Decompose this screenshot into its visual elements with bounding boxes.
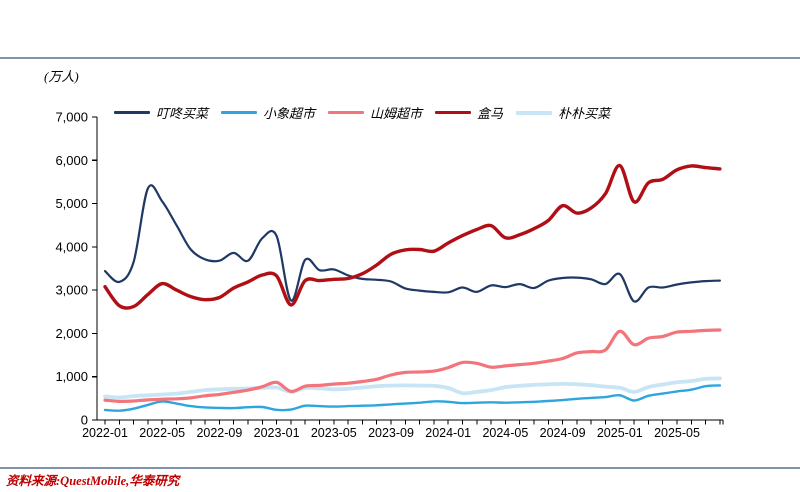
y-tick-label: 5,000 [55, 196, 88, 211]
x-tick-label: 2025-05 [654, 426, 700, 440]
series-line-4 [103, 376, 722, 400]
source-note: 资料来源:QuestMobile,华泰研究 [6, 474, 180, 488]
x-tick-label: 2023-05 [311, 426, 357, 440]
legend-label: 山姆超市 [370, 106, 423, 121]
legend-swatch-icon [328, 111, 365, 114]
legend-swatch-icon [516, 110, 553, 115]
legend-item-3: 盒马 [435, 103, 503, 122]
x-tick-label: 2022-01 [82, 426, 128, 440]
series-line-2 [103, 328, 722, 404]
series-line-3 [103, 163, 722, 310]
legend-swatch-icon [435, 111, 472, 114]
legend-item-0: 叮咚买菜 [114, 103, 208, 122]
series-line-0 [103, 184, 721, 303]
y-tick-label: 2,000 [55, 326, 88, 341]
series-line-1 [103, 384, 722, 412]
x-tick-label: 2023-09 [368, 426, 414, 440]
legend-label: 朴朴买菜 [558, 106, 611, 121]
x-tick-label: 2024-05 [482, 426, 528, 440]
x-tick-label: 2022-05 [139, 426, 185, 440]
x-tick-label: 2022-09 [196, 426, 242, 440]
y-tick-label: 7,000 [55, 110, 88, 125]
x-tick-label: 2024-01 [425, 426, 471, 440]
legend-label: 叮咚买菜 [156, 106, 209, 121]
y-tick-label: 1,000 [55, 369, 88, 384]
bottom-divider [0, 467, 800, 469]
y-tick-label: 0 [81, 413, 88, 428]
y-tick-label: 4,000 [55, 239, 88, 254]
legend-label: 小象超市 [263, 106, 316, 121]
chart-legend: 叮咚买菜 小象超市 山姆超市 盒马 朴朴买菜 [114, 103, 610, 122]
legend-item-1: 小象超市 [221, 103, 315, 122]
y-tick-label: 6,000 [55, 153, 88, 168]
legend-item-2: 山姆超市 [328, 103, 422, 122]
x-tick-label: 2025-01 [597, 426, 643, 440]
x-tick-label: 2024-09 [540, 426, 586, 440]
x-tick-label: 2023-01 [254, 426, 300, 440]
legend-swatch-icon [221, 111, 258, 114]
axis-unit-label: (万人) [44, 69, 79, 84]
legend-item-4: 朴朴买菜 [516, 103, 610, 122]
legend-swatch-icon [114, 111, 150, 114]
y-tick-label: 3,000 [55, 283, 88, 298]
top-divider [0, 57, 800, 59]
legend-label: 盒马 [477, 106, 504, 121]
